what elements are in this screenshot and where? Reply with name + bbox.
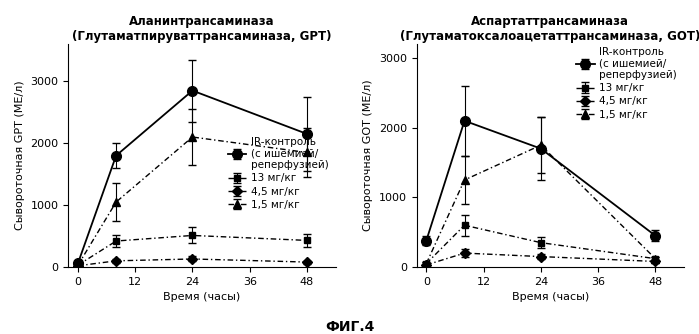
Y-axis label: Сывороточная GOT (МЕ/л): Сывороточная GOT (МЕ/л) [363,80,373,231]
Text: ФИГ.4: ФИГ.4 [325,320,374,334]
Legend: IR-контроль
(с ишемией/
реперфузией), 13 мг/кг, 4,5 мг/кг, 1,5 мг/кг: IR-контроль (с ишемией/ реперфузией), 13… [226,135,331,212]
Legend: IR-контроль
(с ишемией/
реперфузией), 13 мг/кг, 4,5 мг/кг, 1,5 мг/кг: IR-контроль (с ишемией/ реперфузией), 13… [574,45,679,122]
Title: Аспартаттрансаминаза
(Глутаматоксалоацетаттрансаминаза, GOT): Аспартаттрансаминаза (Глутаматоксалоацет… [401,15,699,43]
X-axis label: Время (часы): Время (часы) [164,292,240,302]
Y-axis label: Сывороточная GPT (МЕ/л): Сывороточная GPT (МЕ/л) [15,81,25,230]
X-axis label: Время (часы): Время (часы) [512,292,589,302]
Title: Аланинтрансаминаза
(Глутаматпируваттрансаминаза, GPT): Аланинтрансаминаза (Глутаматпируваттранс… [72,15,332,43]
